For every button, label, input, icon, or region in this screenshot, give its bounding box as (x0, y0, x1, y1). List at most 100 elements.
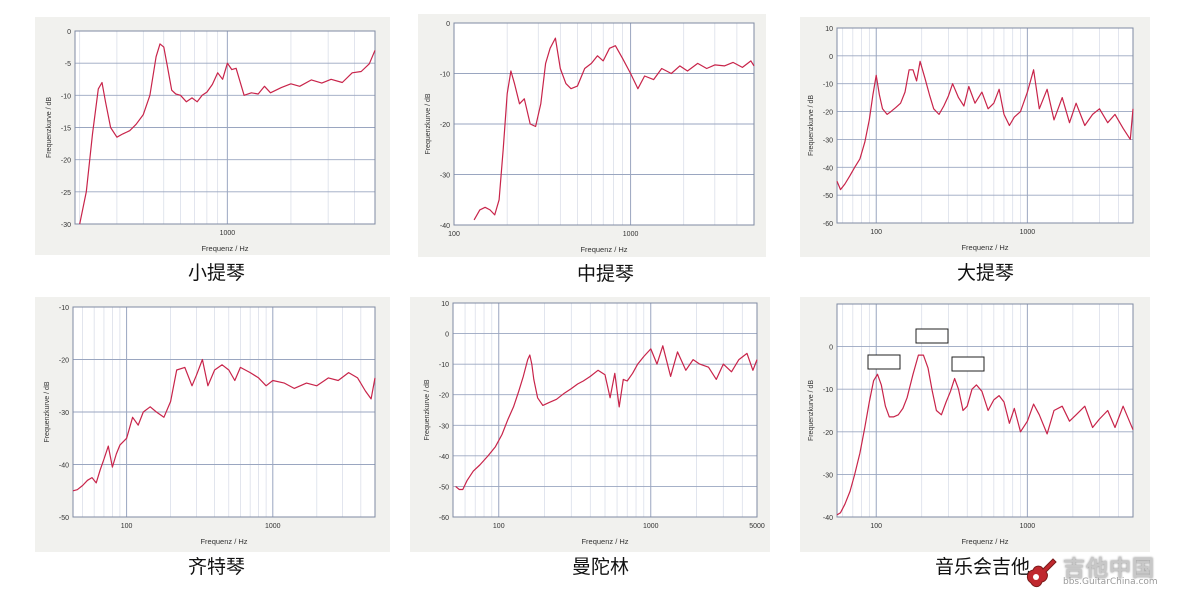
y-tick-label: -20 (440, 122, 450, 129)
x-axis-label: Frequenz / Hz (201, 244, 248, 253)
y-tick-label: -40 (439, 454, 449, 461)
chart-panel-guitar: 0 -10 -20 -30 -40 100 1000 Frequenz / Hz Frequen… (800, 297, 1150, 552)
y-tick-label: -20 (61, 158, 71, 165)
chart-guitar: 0 -10 -20 -30 -40 100 1000 Frequenz / Hz Frequen… (808, 303, 1134, 546)
x-tick-label: 1000 (1020, 229, 1036, 236)
y-tick-label: -30 (440, 173, 450, 180)
x-tick-label: 100 (870, 229, 882, 236)
y-tick-label: -40 (59, 463, 69, 470)
plot-frame (836, 27, 1134, 224)
x-tick-label: 100 (870, 523, 882, 530)
x-tick-label: 5000 (749, 523, 765, 530)
x-tick-label: 100 (448, 231, 460, 238)
y-axis-label: Frequenzkurve / dB (44, 381, 51, 442)
y-tick-label: -15 (61, 126, 71, 133)
y-tick-label: -5 (65, 61, 71, 68)
caption-cello: 大提琴 (957, 262, 1015, 284)
caption-violin: 小提琴 (188, 262, 246, 284)
annotation-box (867, 354, 901, 370)
caption-viola: 中提琴 (577, 263, 635, 285)
annotation-box (915, 328, 949, 344)
x-axis-label: Frequenz / Hz (961, 537, 1008, 546)
y-tick-label: -10 (823, 387, 833, 394)
guitar-logo-icon (1026, 558, 1057, 588)
x-tick-label: 100 (121, 523, 133, 530)
y-tick-label: -30 (439, 423, 449, 430)
watermark-url: bbs.GuitarChina.com (1063, 577, 1158, 587)
site-watermark: 吉他中国 bbs.GuitarChina.com (1023, 551, 1173, 591)
y-tick-label: -25 (61, 190, 71, 197)
y-tick-label: 0 (446, 21, 450, 28)
chart-violin: 0 -5 -10 -15 -20 -25 -30 1000 Frequenz / Hz Frequ… (46, 29, 376, 253)
chart-panel-viola: 0 -10 -20 -30 -40 100 1000 Frequenz / Hz Frequen… (418, 14, 766, 257)
frequency-response-line (836, 60, 1134, 191)
y-tick-label: 0 (829, 345, 833, 352)
chart-panel-cello: 10 0 -10 -20 -30 -40 -50 -60 100 1000 Frequenz / H… (800, 17, 1150, 257)
y-tick-label: -50 (823, 193, 833, 200)
frequency-response-line (836, 354, 1134, 516)
y-axis-label: Frequenzkurve / dB (424, 379, 431, 440)
caption-mandolin: 曼陀林 (572, 556, 630, 578)
x-tick-label: 1000 (220, 230, 236, 237)
y-tick-label: -30 (823, 137, 833, 144)
frequency-response-line (72, 358, 376, 492)
y-tick-label: 0 (445, 332, 449, 339)
y-axis-label: Frequenzkurve / dB (808, 95, 815, 156)
y-tick-label: -40 (823, 165, 833, 172)
plot-frame (72, 306, 376, 518)
watermark-text: 吉他中国 (1063, 557, 1156, 582)
chart-panel-mandolin: 10 0 -10 -20 -30 -40 -50 -60 100 1000 5000 Frequenz… (410, 297, 770, 552)
plot-frame (836, 303, 1134, 518)
y-tick-label: -20 (823, 110, 833, 117)
y-tick-label: -10 (59, 305, 69, 312)
plot-frame (74, 30, 376, 225)
y-tick-label: -30 (59, 410, 69, 417)
y-tick-label: -30 (823, 472, 833, 479)
chart-panel-zither: -10 -20 -30 -40 -50 100 1000 Frequenz / Hz Frequ… (35, 297, 390, 552)
y-tick-label: -20 (823, 430, 833, 437)
chart-zither: -10 -20 -30 -40 -50 100 1000 Frequenz / Hz Frequ… (44, 305, 376, 546)
frequency-response-line (455, 345, 758, 491)
x-tick-label: 100 (493, 523, 505, 530)
y-tick-label: -10 (823, 82, 833, 89)
x-tick-label: 1000 (1020, 523, 1036, 530)
caption-zither: 齐特琴 (188, 556, 246, 578)
x-axis-label: Frequenz / Hz (581, 537, 628, 546)
y-tick-label: -50 (59, 515, 69, 522)
x-axis-label: Frequenz / Hz (961, 243, 1008, 252)
x-tick-label: 1000 (643, 523, 659, 530)
y-tick-label: -10 (439, 362, 449, 369)
y-tick-label: -10 (61, 93, 71, 100)
chart-panel-violin: 0 -5 -10 -15 -20 -25 -30 1000 Frequenz / Hz Frequ… (35, 17, 390, 255)
plot-area (837, 304, 1133, 517)
x-axis-label: Frequenz / Hz (580, 245, 627, 254)
x-tick-label: 1000 (265, 523, 281, 530)
y-tick-label: -20 (439, 393, 449, 400)
plot-frame (453, 22, 755, 226)
y-tick-label: -40 (823, 515, 833, 522)
y-tick-label: -50 (439, 484, 449, 491)
y-tick-label: 0 (67, 29, 71, 36)
y-axis-label: Frequenzkurve / dB (46, 97, 53, 158)
x-tick-label: 1000 (623, 231, 639, 238)
x-axis-label: Frequenz / Hz (200, 537, 247, 546)
caption-guitar: 音乐会吉他 (935, 556, 1031, 578)
y-axis-label: Frequenzkurve / dB (425, 93, 432, 154)
y-tick-label: -10 (440, 72, 450, 79)
y-tick-label: 0 (829, 54, 833, 61)
frequency-response-line (473, 37, 755, 221)
y-tick-label: -60 (439, 515, 449, 522)
y-tick-label: -30 (61, 222, 71, 229)
y-tick-label: -40 (440, 223, 450, 230)
plot-area (837, 28, 1133, 223)
annotation-box (951, 356, 985, 372)
frequency-response-line (79, 43, 376, 225)
y-tick-label: 10 (825, 26, 833, 33)
y-tick-label: -60 (823, 221, 833, 228)
y-tick-label: -20 (59, 358, 69, 365)
y-tick-label: 10 (441, 301, 449, 308)
y-axis-label: Frequenzkurve / dB (808, 380, 815, 441)
